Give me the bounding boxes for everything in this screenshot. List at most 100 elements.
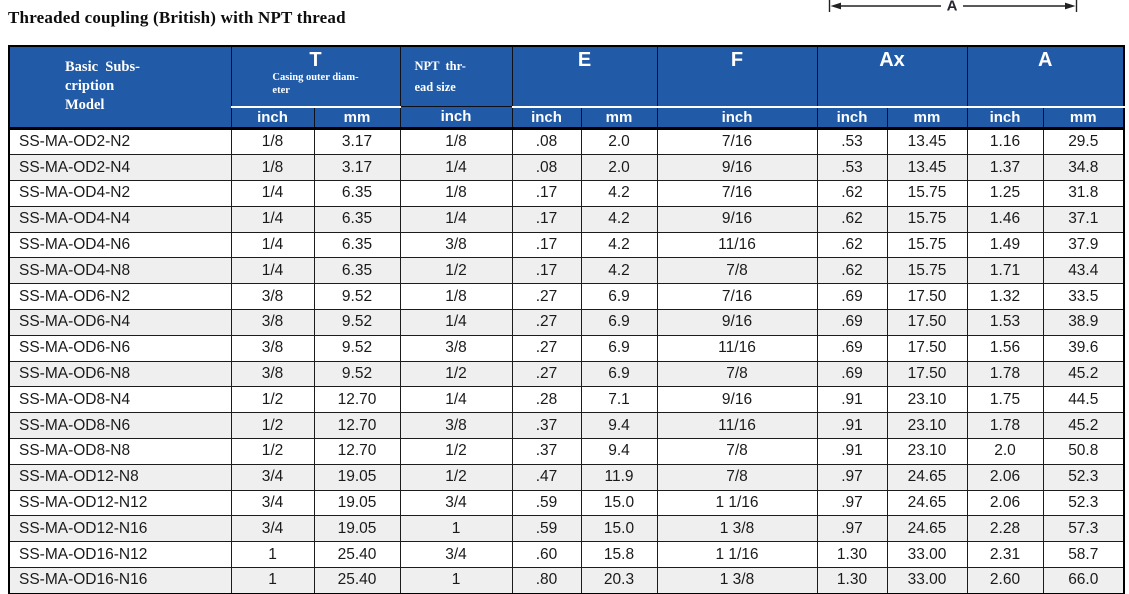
value-cell: 1.25 — [966, 180, 1044, 207]
value-cell: 15.0 — [580, 489, 658, 517]
value-cell: 9/16 — [656, 154, 818, 182]
value-cell: 31.8 — [1042, 180, 1125, 207]
value-cell: 19.05 — [313, 463, 401, 491]
table-row: SS-MA-OD4-N8 1/4 6.35 1/2.17 4.2 7/8.62 15.75 1… — [8, 257, 1125, 285]
table-row: SS-MA-OD6-N8 3/8 9.52 1/2.27 6.9 7/8.69 17.50 1… — [8, 360, 1125, 388]
value-cell: .17 — [511, 205, 582, 233]
value-cell: 2.28 — [966, 515, 1044, 543]
value-cell: 15.8 — [580, 541, 658, 569]
column-header-model: Basic Subs- cription Model — [8, 45, 232, 130]
value-cell: 33.5 — [1042, 283, 1125, 311]
value-cell: 3/8 — [399, 412, 513, 440]
table-row: SS-MA-OD4-N4 1/4 6.35 1/4.17 4.2 9/16.62 15.75… — [8, 205, 1125, 233]
value-cell: 1.71 — [966, 257, 1044, 285]
value-cell: 66.0 — [1042, 567, 1125, 594]
value-cell: 15.0 — [580, 515, 658, 543]
value-cell: .97 — [816, 489, 888, 517]
value-cell: 9.52 — [313, 309, 401, 336]
value-cell: 1.49 — [966, 231, 1044, 259]
value-cell: 34.8 — [1042, 154, 1125, 182]
value-cell: 1/4 — [230, 180, 315, 207]
value-cell: 1/2 — [399, 438, 513, 465]
value-cell: 19.05 — [313, 489, 401, 517]
value-cell: 45.2 — [1042, 360, 1125, 388]
value-cell: 1 — [399, 515, 513, 543]
value-cell: .17 — [511, 257, 582, 285]
value-cell: 37.1 — [1042, 205, 1125, 233]
value-cell: 17.50 — [886, 309, 968, 336]
dimension-arrow-A: A — [828, 0, 1078, 13]
value-cell: .62 — [816, 231, 888, 259]
column-header-ax: Ax — [816, 45, 968, 108]
value-cell: 2.0 — [966, 438, 1044, 465]
table-row: SS-MA-OD2-N2 1/8 3.17 1/8.08 2.0 7/16.53 13.45… — [8, 127, 1125, 156]
value-cell: .47 — [511, 463, 582, 491]
value-cell: 57.3 — [1042, 515, 1125, 543]
value-cell: 43.4 — [1042, 257, 1125, 285]
column-header-ax-label: Ax — [879, 49, 905, 71]
table-row: SS-MA-OD8-N6 1/2 12.70 3/8.37 9.4 11/16.91 23.… — [8, 412, 1125, 440]
model-cell: SS-MA-OD6-N6 — [8, 334, 232, 362]
value-cell: 9.52 — [313, 360, 401, 388]
value-cell: 6.35 — [313, 231, 401, 259]
column-subheader: inch — [656, 106, 818, 130]
table-row: SS-MA-OD16-N12 1 25.40 3/4.60 15.8 1 1/16 1.30… — [8, 541, 1125, 569]
column-subheader: mm — [1042, 106, 1125, 130]
column-subheader: mm — [886, 106, 968, 130]
value-cell: 4.2 — [580, 257, 658, 285]
value-cell: 1.16 — [966, 127, 1044, 156]
value-cell: 9.4 — [580, 438, 658, 465]
value-cell: 3/8 — [230, 360, 315, 388]
value-cell: 6.35 — [313, 180, 401, 207]
value-cell: 1/4 — [230, 257, 315, 285]
value-cell: 3/4 — [230, 463, 315, 491]
value-cell: 6.9 — [580, 309, 658, 336]
value-cell: 2.60 — [966, 567, 1044, 594]
value-cell: 12.70 — [313, 412, 401, 440]
model-cell: SS-MA-OD12-N12 — [8, 489, 232, 517]
model-cell: SS-MA-OD2-N2 — [8, 127, 232, 156]
model-cell: SS-MA-OD16-N16 — [8, 567, 232, 594]
value-cell: .53 — [816, 154, 888, 182]
column-header-f: F — [656, 45, 818, 108]
value-cell: 50.8 — [1042, 438, 1125, 465]
value-cell: 3/4 — [230, 489, 315, 517]
value-cell: 1/4 — [399, 309, 513, 336]
column-header-t-label: T — [309, 49, 322, 71]
value-cell: .69 — [816, 283, 888, 311]
model-cell: SS-MA-OD8-N6 — [8, 412, 232, 440]
value-cell: 11/16 — [656, 334, 818, 362]
column-header-a: A — [966, 45, 1125, 108]
value-cell: 1/4 — [230, 231, 315, 259]
value-cell: 1 — [230, 541, 315, 569]
table-row: SS-MA-OD12-N12 3/4 19.05 3/4.59 15.0 1 1/16.9… — [8, 489, 1125, 517]
value-cell: 1/4 — [399, 154, 513, 182]
value-cell: 1.53 — [966, 309, 1044, 336]
value-cell: 1 1/16 — [656, 489, 818, 517]
value-cell: 45.2 — [1042, 412, 1125, 440]
value-cell: 1/8 — [399, 283, 513, 311]
column-subheader: mm — [580, 106, 658, 130]
model-cell: SS-MA-OD6-N8 — [8, 360, 232, 388]
model-cell: SS-MA-OD12-N16 — [8, 515, 232, 543]
column-header-a-label: A — [1038, 49, 1053, 71]
value-cell: 23.10 — [886, 412, 968, 440]
value-cell: 38.9 — [1042, 309, 1125, 336]
value-cell: .27 — [511, 309, 582, 336]
table-row: SS-MA-OD12-N8 3/4 19.05 1/2.47 11.9 7/8.97 24.… — [8, 463, 1125, 491]
value-cell: 1.78 — [966, 360, 1044, 388]
value-cell: 1/2 — [230, 386, 315, 414]
model-cell: SS-MA-OD8-N4 — [8, 386, 232, 414]
value-cell: .69 — [816, 360, 888, 388]
value-cell: 7/8 — [656, 463, 818, 491]
value-cell: 17.50 — [886, 360, 968, 388]
value-cell: 11/16 — [656, 412, 818, 440]
column-header-t-note: Casing outer diam- eter — [272, 72, 359, 96]
value-cell: 4.2 — [580, 205, 658, 233]
value-cell: 1.46 — [966, 205, 1044, 233]
model-cell: SS-MA-OD4-N2 — [8, 180, 232, 207]
value-cell: 1 1/16 — [656, 541, 818, 569]
value-cell: .37 — [511, 438, 582, 465]
value-cell: 17.50 — [886, 334, 968, 362]
